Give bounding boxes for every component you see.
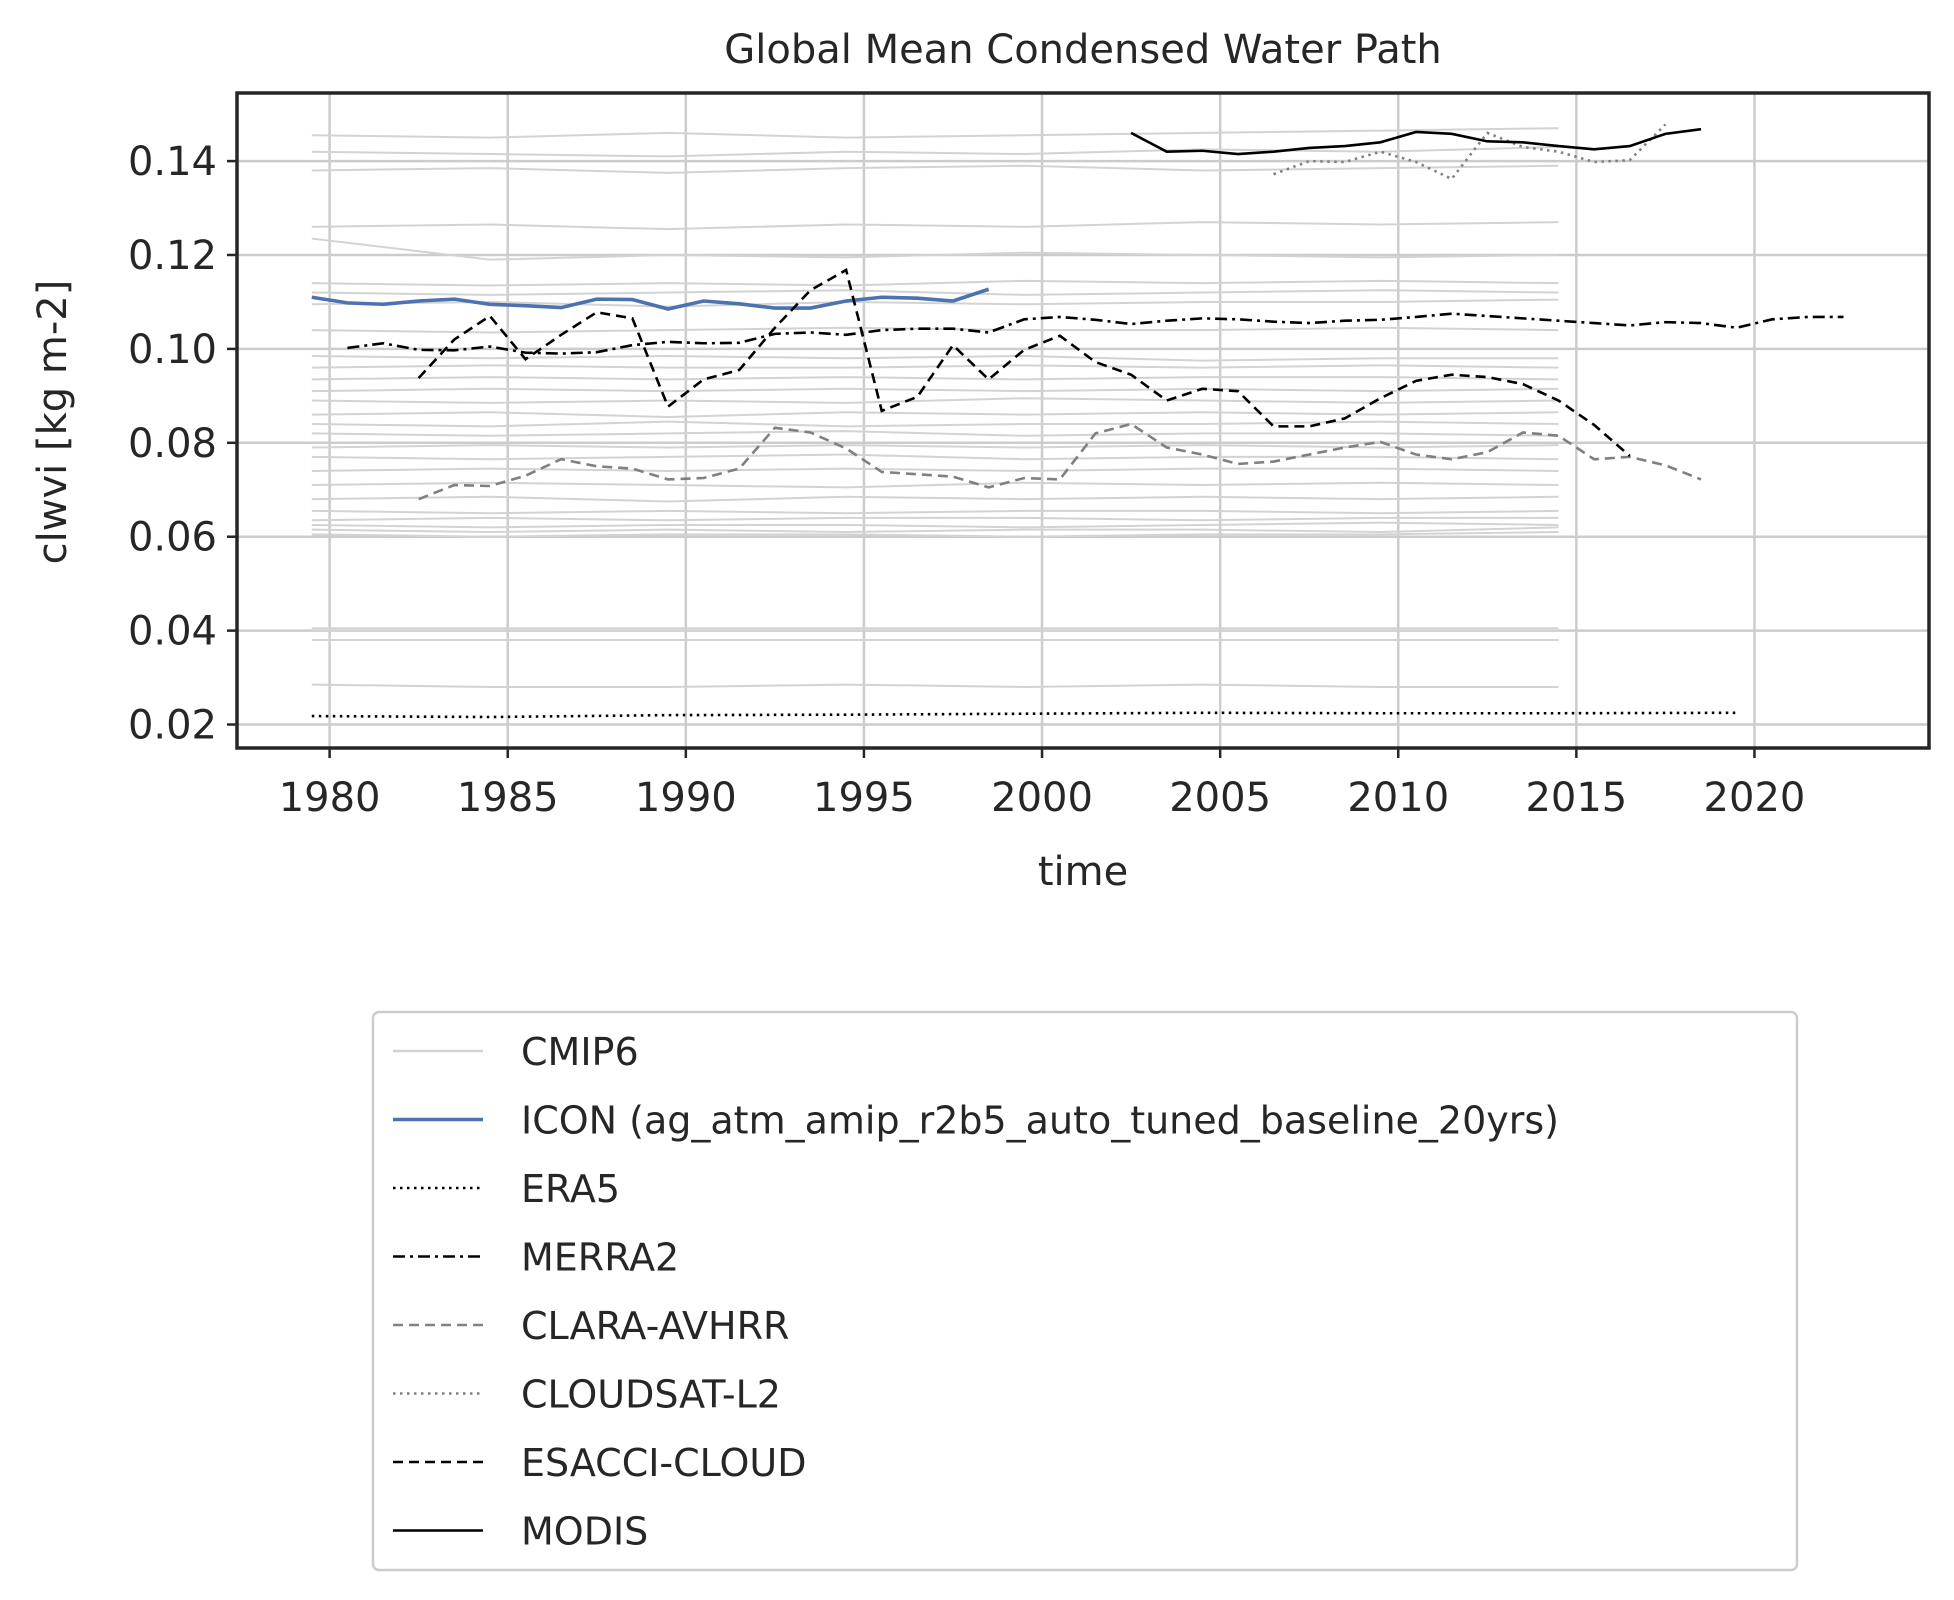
legend: CMIP6 ICON (ag_atm_amip_r2b5_auto_tuned_b…	[371, 1010, 1799, 1572]
cmip6-member-line	[311, 526, 1559, 534]
y-tick-label: 0.12	[128, 233, 217, 279]
series-line-modis	[1130, 127, 1702, 156]
x-tick-label: 2020	[1704, 775, 1806, 821]
cmip6-member-line	[311, 387, 1559, 393]
series-line-esacci-cloud	[417, 268, 1631, 457]
cmip6-member-line	[311, 481, 1559, 489]
cmip6-member-line	[311, 516, 1559, 522]
legend-label-era5: ERA5	[521, 1167, 620, 1211]
cmip6-member-line	[311, 279, 1559, 287]
legend-entries: CMIP6 ICON (ag_atm_amip_r2b5_auto_tuned_b…	[393, 1030, 1559, 1554]
cmip6-member-line	[311, 683, 1559, 688]
cmip6-member-line	[311, 430, 1559, 437]
y-axis-label: clwvi [kg m-2]	[30, 280, 76, 565]
x-tick-label: 2005	[1169, 775, 1271, 821]
cmip6-member-line	[311, 495, 1559, 503]
legend-label-esacci-cloud: ESACCI-CLOUD	[521, 1441, 806, 1485]
cmip6-member-line	[311, 376, 1559, 381]
plot-frame	[235, 91, 1931, 750]
cmip6-member-line	[311, 289, 1559, 296]
cmip6-member-line	[311, 364, 1559, 369]
grid-lines	[237, 93, 1929, 748]
cmip6-member-line	[311, 397, 1559, 404]
x-tick-label: 1995	[813, 775, 915, 821]
x-tick-label: 2010	[1347, 775, 1449, 821]
cmip6-member-line	[311, 326, 1559, 334]
series-lines	[311, 123, 1844, 719]
y-tick-label: 0.14	[128, 139, 217, 185]
y-tick-label: 0.08	[128, 421, 217, 467]
cmip6-member-line	[311, 453, 1559, 461]
legend-frame	[371, 1010, 1799, 1572]
cmip6-member-line	[311, 221, 1559, 231]
legend-label-icon: ICON (ag_atm_amip_r2b5_auto_tuned_baseli…	[521, 1099, 1559, 1143]
cmip6-member-line	[311, 420, 1559, 428]
cmip6-member-line	[311, 145, 1559, 158]
cmip6-member-line	[311, 127, 1559, 139]
legend-label-modis: MODIS	[521, 1510, 648, 1554]
x-tick-label: 2000	[991, 775, 1093, 821]
x-tick-label: 1980	[279, 775, 381, 821]
legend-label-merra2: MERRA2	[521, 1236, 679, 1280]
legend-label-clara-avhrr: CLARA-AVHRR	[521, 1304, 789, 1348]
cmip6-member-line	[311, 298, 1559, 308]
series-line-merra2	[347, 312, 1844, 355]
cmip6-member-line	[311, 521, 1559, 529]
x-tick-label: 2015	[1525, 775, 1627, 821]
x-tick-label: 1990	[635, 775, 737, 821]
x-tick-label: 1985	[457, 775, 559, 821]
cmip6-member-line	[311, 531, 1559, 538]
x-ticks: 1980 1985 1990 1995 2000 2005 2010 2015 2020	[279, 748, 1806, 821]
y-tick-label: 0.06	[128, 515, 217, 561]
y-tick-label: 0.10	[128, 327, 217, 373]
cmip6-member-line	[311, 354, 1559, 362]
cmip6-member-line	[311, 467, 1559, 472]
legend-label-cmip6: CMIP6	[521, 1030, 639, 1074]
x-axis-label: time	[1038, 849, 1128, 895]
cmip6-member-line	[311, 237, 1559, 261]
cmip6-member-line	[311, 509, 1559, 515]
legend-label-cloudsat-l2: CLOUDSAT-L2	[521, 1373, 781, 1417]
series-line-icon	[311, 287, 990, 311]
cmip6-member-line	[311, 164, 1559, 174]
cmip6-member-line	[311, 411, 1559, 418]
cmip6-lines	[311, 127, 1559, 688]
y-tick-label: 0.02	[128, 703, 217, 749]
y-tick-label: 0.04	[128, 609, 217, 655]
y-ticks: 0.02 0.04 0.06 0.08 0.10 0.12 0.14	[128, 139, 237, 749]
chart-title: Global Mean Condensed Water Path	[724, 27, 1442, 73]
cmip6-member-line	[311, 444, 1559, 449]
series-line-era5	[311, 711, 1737, 719]
